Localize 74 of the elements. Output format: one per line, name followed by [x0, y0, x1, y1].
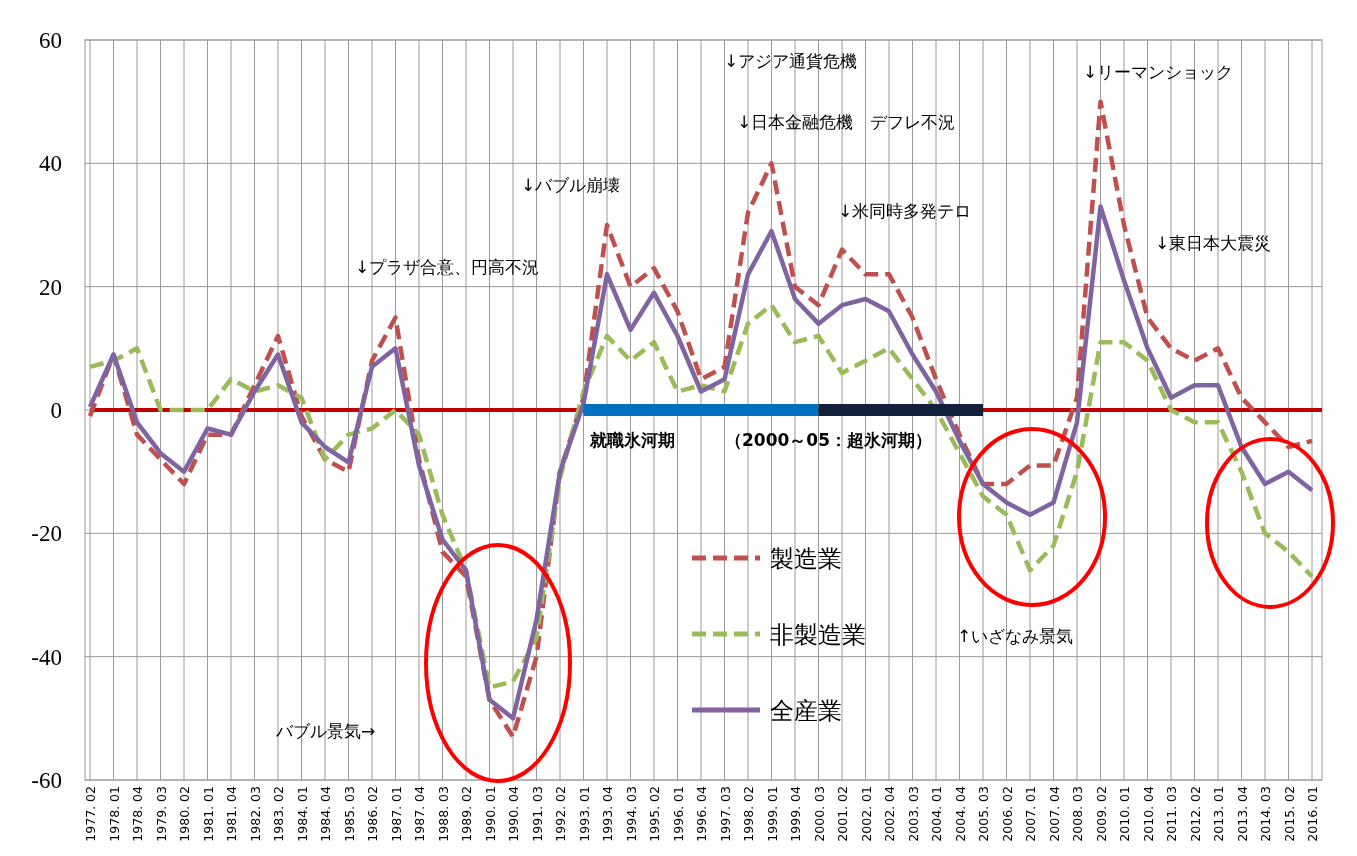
x-tick-label: 2005. 03	[976, 786, 991, 842]
x-tick-label: 1980. 02	[177, 786, 192, 842]
x-tick-label: 2007. 01	[1023, 786, 1038, 842]
x-tick-label: 1989. 02	[459, 786, 474, 842]
y-tick-label: 40	[39, 151, 62, 177]
x-tick-label: 1993. 04	[600, 785, 615, 842]
annotation: （2000～05：超氷河期）	[725, 430, 932, 450]
x-tick-label: 2011. 03	[1164, 786, 1179, 842]
x-tick-label: 1978. 01	[106, 786, 122, 842]
x-tick-label: 2007. 04	[1046, 785, 1062, 842]
x-tick-label: 1996. 01	[670, 786, 686, 842]
x-tick-label: 2009. 02	[1093, 786, 1109, 842]
y-tick-label: -20	[31, 521, 62, 547]
x-tick-label: 1994. 03	[623, 786, 639, 842]
x-tick-label: 2015. 02	[1281, 786, 1297, 842]
x-tick-label: 1984. 04	[318, 785, 333, 842]
x-tick-label: 1985. 03	[341, 786, 357, 842]
x-tick-label: 2008. 03	[1070, 786, 1085, 842]
x-tick-label: 2012. 02	[1187, 786, 1203, 842]
x-tick-label: 2002. 04	[882, 785, 897, 842]
y-tick-label: 60	[39, 28, 62, 53]
annotation: ↓プラザ合意、円高不況	[355, 257, 540, 277]
x-tick-label: 1987. 01	[388, 786, 404, 842]
x-tick-label: 1977. 02	[83, 786, 98, 842]
x-tick-label: 2013. 01	[1211, 786, 1226, 842]
annotation: 就職氷河期	[589, 430, 675, 450]
x-tick-label: 2004. 04	[952, 785, 968, 842]
x-tick-label: 1978. 04	[130, 785, 145, 842]
y-tick-label: 20	[39, 274, 62, 300]
x-tick-label: 2014. 03	[1258, 786, 1273, 842]
x-tick-label: 2002. 01	[858, 786, 874, 842]
x-tick-label: 1990. 01	[482, 786, 498, 842]
x-tick-label: 2004. 01	[929, 786, 944, 842]
annotation: バブル景気→	[275, 721, 376, 741]
x-tick-label: 1984. 01	[294, 786, 310, 842]
annotation: ↓日本金融危機 デフレ不況	[737, 112, 956, 132]
annotation: ↓アジア通貨危機	[724, 51, 858, 71]
x-tick-label: 2000. 03	[811, 786, 827, 842]
annotation: ↓東日本大震災	[1155, 233, 1272, 253]
x-tick-label: 1993. 01	[576, 786, 592, 842]
annotation: ↑いざなみ景気	[957, 626, 1074, 646]
legend-label: 全産業	[770, 697, 842, 725]
x-tick-label: 2010. 01	[1117, 786, 1132, 842]
x-tick-label: 1996. 04	[694, 785, 709, 842]
x-tick-label: 1981. 04	[224, 785, 239, 842]
y-tick-label: 0	[50, 398, 62, 423]
x-tick-label: 1992. 02	[553, 786, 568, 842]
x-tick-label: 1986. 02	[365, 786, 380, 842]
legend-label: 非製造業	[770, 621, 866, 649]
y-tick-label: -40	[31, 644, 62, 670]
annotation: ↓リーマンショック	[1083, 62, 1234, 82]
x-tick-label: 2016. 01	[1305, 786, 1320, 842]
x-tick-label: 1987. 04	[412, 785, 427, 842]
legend-label: 製造業	[770, 545, 842, 573]
x-tick-label: 1990. 04	[506, 785, 521, 842]
x-tick-label: 1991. 03	[529, 786, 545, 842]
annotation: ↓バブル崩壊	[521, 175, 621, 195]
x-tick-label: 2010. 04	[1140, 785, 1156, 842]
x-tick-label: 2013. 04	[1234, 785, 1250, 842]
x-tick-label: 1997. 03	[717, 786, 733, 842]
x-tick-label: 2006. 02	[999, 786, 1015, 842]
x-tick-label: 1988. 03	[435, 786, 451, 842]
x-tick-label: 1998. 02	[741, 786, 756, 842]
annotation: ↓米同時多発テロ	[838, 201, 972, 221]
x-tick-label: 2003. 03	[905, 786, 921, 842]
x-tick-label: 1995. 02	[647, 786, 662, 842]
x-tick-label: 1979. 03	[153, 786, 169, 842]
x-tick-label: 1999. 01	[764, 786, 780, 842]
x-tick-label: 1983. 02	[271, 786, 286, 842]
x-tick-label: 2001. 02	[835, 786, 850, 842]
x-tick-label: 1999. 04	[788, 785, 803, 842]
y-tick-label: -60	[31, 768, 62, 793]
x-tick-label: 1982. 03	[247, 786, 263, 842]
x-tick-label: 1981. 01	[200, 786, 216, 842]
